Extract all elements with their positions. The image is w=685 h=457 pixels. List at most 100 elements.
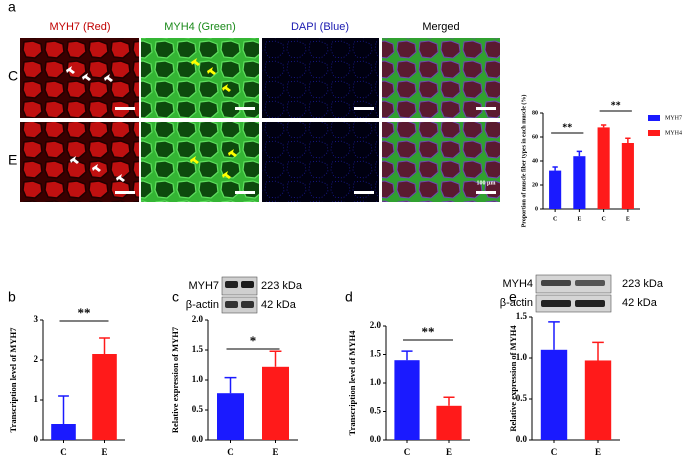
error-bar	[224, 376, 237, 394]
x-tick-label: E	[101, 447, 107, 457]
bar	[436, 405, 462, 440]
y-axis-label: Proportion of muscle fiber types in each…	[520, 95, 527, 228]
bar	[584, 360, 612, 440]
y-tick-label: 0	[535, 206, 538, 212]
blot-size: 223 kDa	[261, 280, 303, 292]
bar	[217, 393, 244, 440]
error-bar	[576, 150, 583, 157]
bar	[540, 349, 568, 440]
significance-label: *	[250, 333, 257, 348]
panel-label: c	[172, 289, 179, 305]
x-tick-label: E	[626, 216, 630, 222]
y-tick-label: 0.0	[516, 434, 528, 444]
y-tick-label: 1.0	[516, 352, 528, 362]
panel-label: b	[8, 289, 16, 305]
bar	[621, 143, 634, 209]
arrows	[66, 66, 125, 182]
image	[20, 122, 139, 202]
bar	[51, 424, 76, 440]
legend-swatch	[648, 115, 660, 121]
x-tick-label: C	[553, 216, 557, 222]
image	[382, 122, 500, 202]
blot-label: MYH4	[502, 278, 533, 290]
column-header: DAPI (Blue)	[291, 21, 349, 33]
x-tick-label: C	[227, 447, 234, 457]
bar	[394, 360, 420, 440]
x-tick-label: E	[595, 447, 601, 457]
image	[382, 38, 500, 118]
y-tick-label: 1.5	[370, 349, 382, 359]
significance-label: **	[422, 324, 435, 339]
error-bar	[401, 350, 413, 361]
arrows	[190, 58, 237, 179]
scale-bars	[115, 107, 496, 194]
bar	[262, 366, 289, 440]
error-bar	[99, 337, 110, 354]
y-tick-label: 1.0	[192, 374, 204, 384]
y-tick-label: 80	[532, 110, 538, 116]
y-tick-label: 1	[34, 394, 39, 404]
y-tick-label: 0.5	[192, 404, 204, 414]
blot-size: 42 kDa	[261, 299, 297, 311]
row-label: E	[8, 152, 17, 168]
y-axis-label: Relative expression of MYH7	[170, 326, 180, 433]
y-tick-label: 3	[34, 314, 39, 324]
y-axis-label: Transcription level of MYH4	[347, 330, 357, 436]
bar	[549, 170, 562, 209]
y-tick-label: 0.5	[516, 393, 528, 403]
error-bar	[552, 166, 558, 171]
column-header: MYH7 (Red)	[49, 21, 110, 33]
image	[20, 38, 139, 118]
panel-label: e	[509, 289, 517, 305]
legend-label: MYH7	[665, 115, 682, 121]
y-tick-label: 2	[34, 354, 39, 364]
bar	[573, 156, 586, 209]
error-bar	[58, 395, 69, 424]
y-tick-label: 0	[34, 434, 39, 444]
y-tick-label: 1.5	[192, 344, 204, 354]
y-tick-label: 2.0	[192, 314, 204, 324]
y-tick-label: 0.0	[370, 434, 382, 444]
y-tick-label: 20	[532, 182, 538, 188]
y-axis-label: Transcription level of MYH7	[8, 327, 18, 433]
panel-label: d	[345, 289, 353, 305]
image	[141, 38, 259, 118]
error-bar	[443, 396, 455, 406]
error-bar	[548, 321, 560, 350]
bar	[92, 354, 117, 440]
x-tick-label: E	[446, 447, 452, 457]
blot-label: β-actin	[186, 299, 219, 311]
blot-label: β-actin	[500, 297, 533, 309]
micrographs: 100 μm	[20, 38, 500, 202]
error-bar	[269, 350, 282, 367]
row-label: C	[8, 68, 18, 84]
x-tick-label: C	[404, 447, 411, 457]
error-bar	[600, 124, 607, 128]
error-bar	[625, 137, 631, 143]
y-tick-label: 40	[532, 158, 538, 164]
x-tick-label: C	[60, 447, 67, 457]
blot-size: 42 kDa	[622, 297, 658, 309]
scale-label: 100 μm	[477, 180, 496, 186]
image	[262, 38, 379, 118]
image	[141, 122, 259, 202]
error-bar	[592, 341, 604, 361]
panel-label: a	[8, 0, 16, 15]
x-tick-label: C	[551, 447, 558, 457]
bar	[597, 127, 610, 209]
x-tick-label: E	[272, 447, 278, 457]
image	[262, 122, 379, 202]
x-tick-label: C	[601, 216, 605, 222]
blot-size: 223 kDa	[622, 278, 664, 290]
y-tick-label: 1.5	[516, 311, 528, 321]
y-tick-label: 0.5	[370, 406, 382, 416]
y-axis-label: Relative expression of MYH4	[508, 325, 518, 432]
significance-label: **	[562, 122, 572, 133]
y-tick-label: 60	[532, 134, 538, 140]
column-header: MYH4 (Green)	[164, 21, 236, 33]
significance-label: **	[78, 305, 91, 320]
legend-label: MYH4	[665, 130, 682, 136]
y-tick-label: 2.0	[370, 320, 382, 330]
